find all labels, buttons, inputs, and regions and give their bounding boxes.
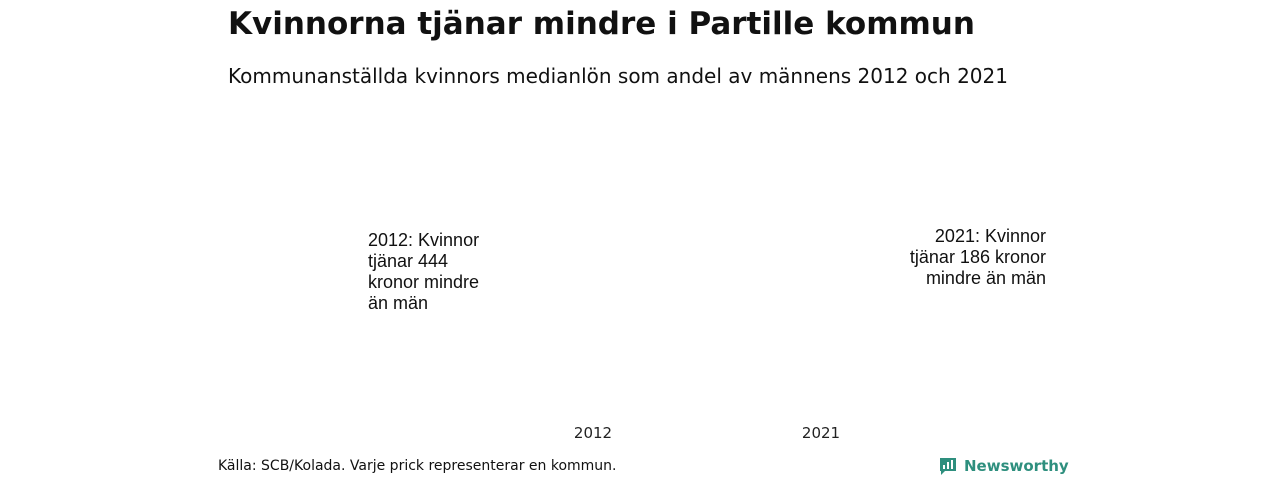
source-note: Källa: SCB/Kolada. Varje prick represent… xyxy=(218,458,617,474)
annotation-2012: 2012: Kvinnor tjänar 444 kronor mindre än m… xyxy=(368,230,479,313)
x-tick-label: 2021 xyxy=(802,424,840,442)
x-tick-label: 2012 xyxy=(574,424,612,442)
chart-title: Kvinnorna tjänar mindre i Partille kommu… xyxy=(228,6,975,42)
brand-name: Newsworthy xyxy=(964,457,1069,475)
annotations: 2012: Kvinnor tjänar 444 kronor mindre än m… xyxy=(368,226,1046,313)
brand: Newsworthy xyxy=(938,456,1069,476)
newsworthy-logo-icon xyxy=(940,458,956,475)
chart-subtitle: Kommunanställda kvinnors medianlön som a… xyxy=(228,64,1008,88)
x-axis-ticks: 2012 2021 xyxy=(574,424,840,442)
annotation-2021: 2021: Kvinnor tjänar 186 kronor mindre än … xyxy=(910,226,1046,288)
